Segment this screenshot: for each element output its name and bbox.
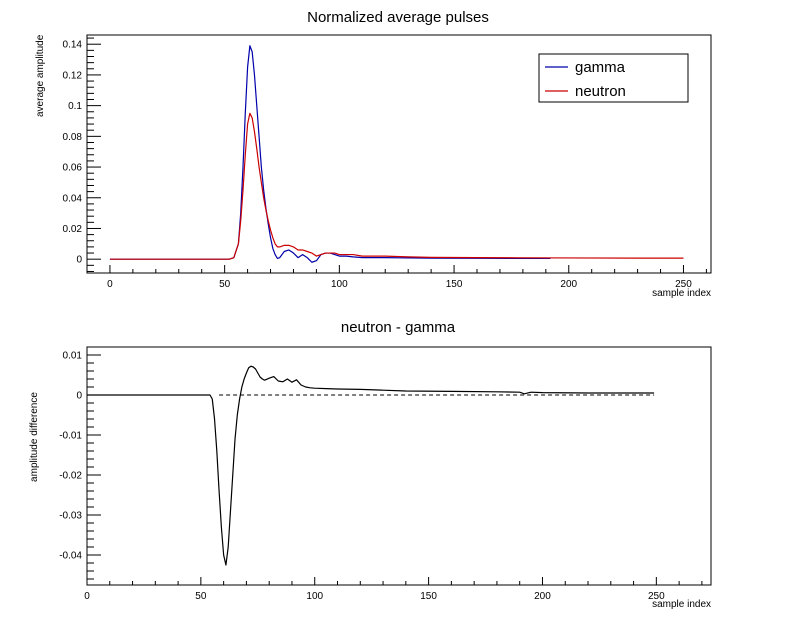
top-x-axis-label: sample index xyxy=(652,288,711,299)
top-y-axis-label: average amplitude xyxy=(35,34,46,117)
top-plot-frame xyxy=(86,34,712,274)
bottom-x-tick-label: 200 xyxy=(534,591,551,602)
top-y-tick-label: 0.04 xyxy=(63,193,83,204)
top-chart-title: Normalized average pulses xyxy=(307,9,489,26)
series-line-gamma xyxy=(109,45,551,263)
bottom-ticks: 0 50 100 150 200 250 0.01 0 -0.01 -0.02 -0.03 -0.04 xyxy=(59,346,703,602)
bottom-x-tick-label: 250 xyxy=(648,591,665,602)
legend-gamma-label: gamma xyxy=(575,59,626,76)
bottom-y-tick-label: -0.03 xyxy=(59,511,82,522)
top-x-tick-label: 150 xyxy=(446,279,463,290)
bottom-y-tick-label: -0.02 xyxy=(59,471,82,482)
top-y-tick-label: 0 xyxy=(76,255,82,266)
legend-neutron-label: neutron xyxy=(575,83,626,100)
top-x-tick-label: 50 xyxy=(219,279,231,290)
bottom-series-group xyxy=(87,365,655,566)
top-x-tick-label: 100 xyxy=(331,279,348,290)
bottom-y-tick-label: 0 xyxy=(76,391,82,402)
bottom-y-tick-label: -0.04 xyxy=(59,551,82,562)
bottom-difference-line xyxy=(87,365,655,566)
top-x-tick-label: 200 xyxy=(560,279,577,290)
top-y-tick-label: 0.02 xyxy=(63,224,83,235)
legend-box xyxy=(538,53,689,103)
bottom-plot-frame xyxy=(86,346,712,586)
bottom-y-tick-label: 0.01 xyxy=(63,351,83,362)
top-x-tick-label: 0 xyxy=(107,279,113,290)
bottom-y-axis-label: amplitude difference xyxy=(29,392,40,482)
top-y-tick-label: 0.14 xyxy=(63,40,83,51)
top-y-tick-label: 0.1 xyxy=(68,101,82,112)
bottom-x-tick-label: 0 xyxy=(84,591,90,602)
top-x-tick-label: 250 xyxy=(675,279,692,290)
top-y-tick-label: 0.12 xyxy=(63,70,83,81)
series-line-neutron xyxy=(109,112,684,260)
bottom-x-tick-label: 50 xyxy=(195,591,207,602)
bottom-x-tick-label: 100 xyxy=(306,591,323,602)
bottom-x-axis-label: sample index xyxy=(652,599,711,610)
bottom-y-tick-label: -0.01 xyxy=(59,431,82,442)
top-y-tick-label: 0.08 xyxy=(63,132,83,143)
legend: gamma neutron xyxy=(538,53,689,103)
bottom-chart-title: neutron - gamma xyxy=(341,319,456,336)
top-panel: Normalized average pulses 0 50 100 150 200 25… xyxy=(35,9,712,299)
top-y-tick-label: 0.06 xyxy=(63,163,83,174)
top-series-group xyxy=(109,45,684,263)
top-ticks: 0 50 100 150 200 250 0 0.02 0.04 0.06 0.08 0.1 0.12 0… xyxy=(63,37,707,290)
bottom-panel: neutron - gamma 0 50 100 150 200 250 0.01 0 -0.0… xyxy=(29,319,712,610)
bottom-x-tick-label: 150 xyxy=(420,591,437,602)
